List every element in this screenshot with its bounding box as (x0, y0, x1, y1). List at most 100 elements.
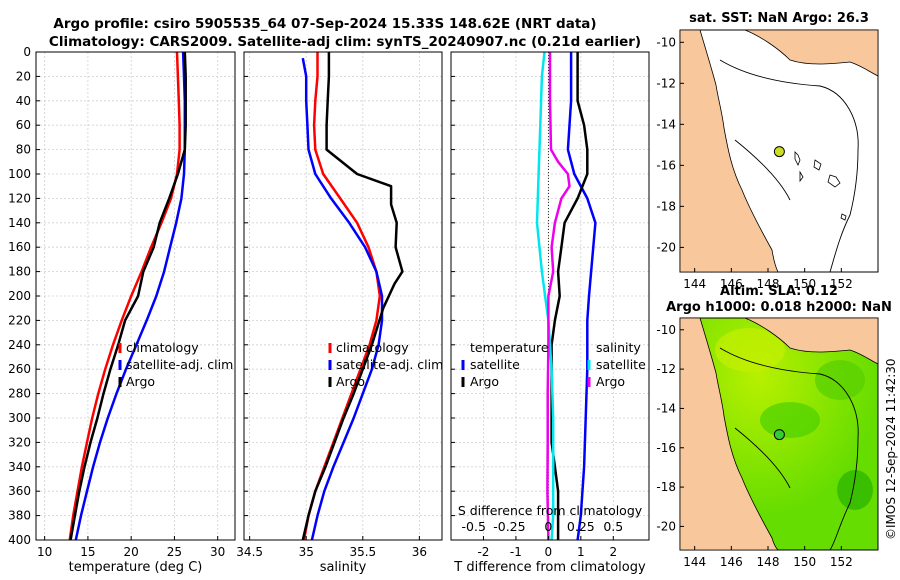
x-tick-label: 35 (299, 545, 314, 559)
map-x-tick-label: 146 (720, 555, 743, 569)
map-y-tick-label: -14 (656, 117, 676, 131)
y-tick-label: 360 (8, 484, 31, 498)
sst-map-ticks: 144 146 148 150 152 -10 -12 -14 -16 -18 -20 (656, 35, 852, 291)
profile-panel-difference: -2 -1 0 1 2T difference from climatology temp… (450, 51, 650, 575)
y-tick-label: 340 (8, 460, 31, 474)
map-x-tick-label: 152 (830, 555, 853, 569)
series-salinity-satellite (535, 51, 555, 541)
series-argo (69, 51, 187, 541)
x-tick-label: 30 (210, 545, 225, 559)
legend-label: satellite (596, 357, 646, 372)
legend-heading-salinity: salinity (596, 340, 641, 355)
x-tick-label: 2 (609, 545, 617, 559)
map-y-tick-label: -16 (656, 158, 676, 172)
y-tick-label: 220 (8, 313, 31, 327)
profile-panel-salinity: 34.5 35 35.5 36 salinity climatology satellite… (236, 51, 443, 575)
legend-label: Argo (470, 374, 499, 389)
y-tick-label: 120 (8, 191, 31, 205)
s-axis-label: S difference from climatology (458, 503, 643, 518)
y-tick-label: 320 (8, 435, 31, 449)
x-tick-label: 34.5 (236, 545, 263, 559)
legend-label: satellite (470, 357, 520, 372)
series-temperature-satellite (566, 52, 597, 541)
map-y-tick-label: -16 (656, 441, 676, 455)
legend-label: satellite-adj. clim (126, 357, 233, 372)
legend-label: satellite-adj. clim (336, 357, 443, 372)
sla-map-ticks: 144 146 148 150 152 -10 -12 -14 -16 -18 -20 (656, 323, 852, 569)
map-y-tick-label: -18 (656, 480, 676, 494)
australia-land (680, 318, 779, 550)
sst-map-title: sat. SST: NaN Argo: 26.3 (689, 11, 869, 26)
legend-label: Argo (596, 374, 625, 389)
series-climatology (68, 51, 181, 541)
legend-heading-temperature: temperature (470, 340, 549, 355)
sla-anomaly-low (837, 470, 873, 510)
y-tick-label: 200 (8, 289, 31, 303)
y-tick-label: 140 (8, 216, 31, 230)
s-tick-label: -0.25 (493, 519, 525, 534)
sla-anomaly-low (815, 360, 865, 400)
sst-reefs (794, 151, 847, 221)
sla-anomaly-low (760, 402, 820, 438)
series-satellite (301, 57, 384, 541)
y-tick-label: 180 (8, 265, 31, 279)
s-tick-label: 0.5 (603, 519, 623, 534)
x-tick-label: -1 (510, 545, 522, 559)
map-y-tick-label: -18 (656, 199, 676, 213)
profile-panels: 0204060801001201401601802002202402602803… (8, 45, 650, 575)
sla-map: Altim. SLA: 0.12 Argo h1000: 0.018 h2000… (656, 284, 891, 569)
s-tick-label: -0.5 (462, 519, 486, 534)
legend-label: Argo (126, 374, 155, 389)
y-tick-label: 160 (8, 240, 31, 254)
map-x-tick-label: 146 (720, 277, 743, 291)
map-x-tick-label: 144 (683, 555, 706, 569)
x-axis-label: temperature (deg C) (69, 560, 203, 575)
y-tick-label: 400 (8, 533, 31, 547)
map-x-tick-label: 148 (757, 277, 780, 291)
y-tick-label: 280 (8, 387, 31, 401)
map-x-tick-label: 144 (683, 277, 706, 291)
title-line-1: Argo profile: csiro 5905535_64 07-Sep-20… (53, 16, 596, 32)
x-tick-label: 20 (124, 545, 139, 559)
y-tick-label: 300 (8, 411, 31, 425)
x-axis-label: salinity (320, 560, 367, 575)
legend-label: climatology (126, 340, 199, 355)
png-land (680, 30, 878, 77)
x-tick-label: 1 (577, 545, 585, 559)
y-tick-label: 380 (8, 509, 31, 523)
s-tick-label: 0 (544, 519, 552, 534)
map-y-tick-label: -12 (656, 362, 676, 376)
australia-land (680, 30, 779, 272)
s-tick-label: 0.25 (567, 519, 595, 534)
x-tick-label: 10 (37, 545, 52, 559)
y-tick-label: 100 (8, 167, 31, 181)
profile-panel-temperature: 0 20 40 60 80 100 120 140 160 180 200 220 240 260 280 3… (8, 45, 236, 575)
sla-map-title-2: Argo h1000: 0.018 h2000: NaN (666, 300, 892, 315)
png-land (680, 318, 878, 365)
y-tick-label: 40 (16, 94, 31, 108)
x-tick-label: 0 (545, 545, 553, 559)
y-tick-label: 0 (23, 45, 31, 59)
series-argo (301, 52, 404, 541)
x-tick-label: -2 (477, 545, 489, 559)
legend-label: climatology (336, 340, 409, 355)
y-tick-label: 260 (8, 362, 31, 376)
copyright-footer: ©IMOS 12-Sep-2024 11:42:30 (884, 358, 898, 540)
x-tick-label: 36 (412, 545, 427, 559)
y-tick-label: 80 (16, 143, 31, 157)
sla-anomaly-high (715, 328, 785, 372)
sst-depth-contour (719, 59, 859, 272)
map-x-tick-label: 150 (793, 277, 816, 291)
sla-map-title-1: Altim. SLA: 0.12 (720, 284, 838, 299)
map-y-tick-label: -10 (656, 323, 676, 337)
map-y-tick-label: -14 (656, 401, 676, 415)
sla-depth-contour (719, 347, 859, 550)
x-tick-label: 35.5 (349, 545, 376, 559)
map-y-tick-label: -20 (656, 240, 676, 254)
map-y-tick-label: -12 (656, 76, 676, 90)
x-tick-label: 25 (167, 545, 182, 559)
series-salinity-climatology (546, 52, 571, 541)
x-tick-label: 15 (80, 545, 95, 559)
map-y-tick-label: -10 (656, 35, 676, 49)
